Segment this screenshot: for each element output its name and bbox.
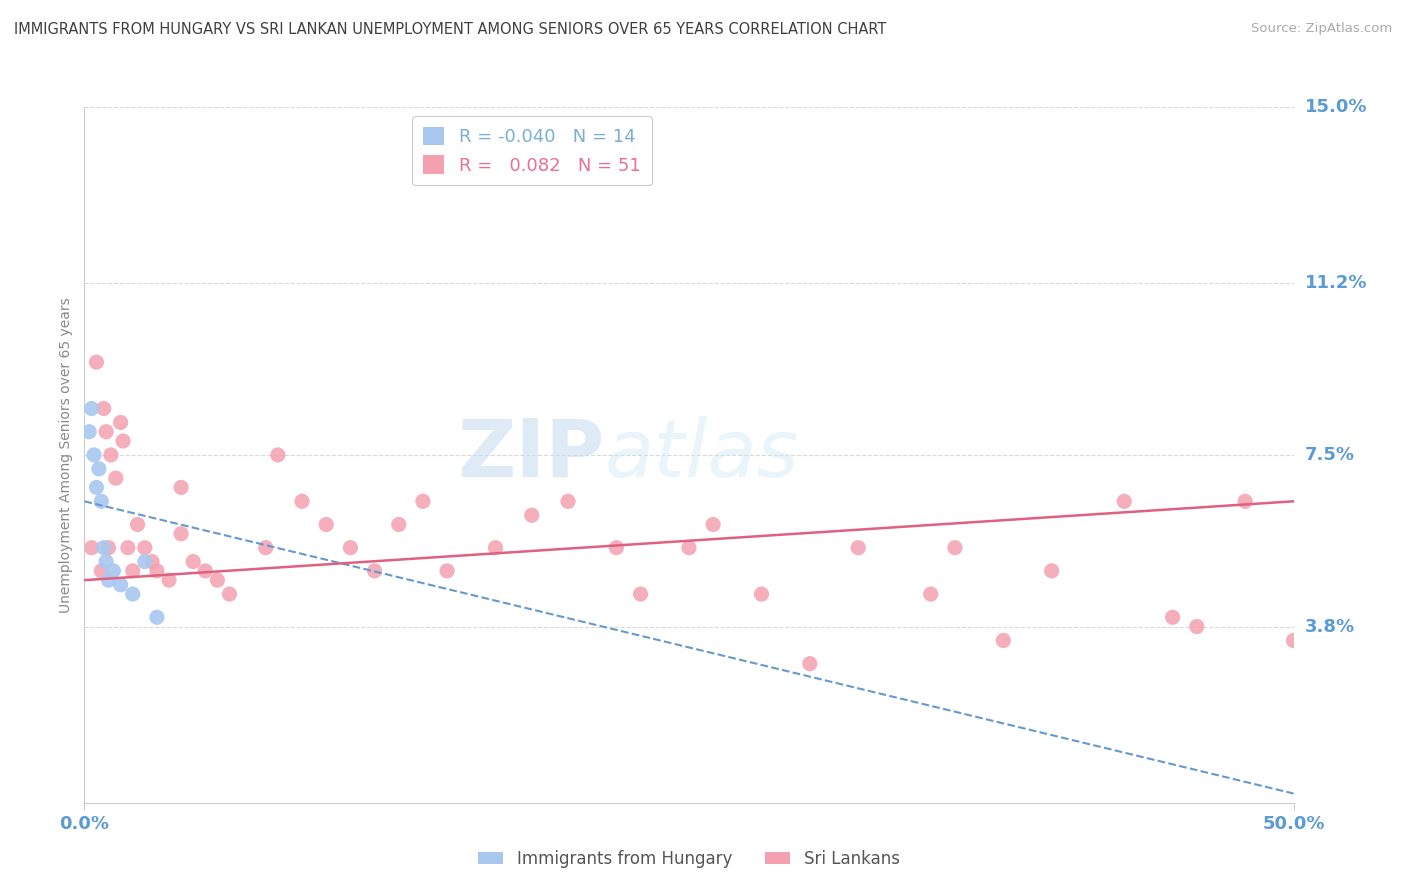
Point xyxy=(339,541,361,555)
Point xyxy=(412,494,434,508)
Point xyxy=(520,508,543,523)
Point xyxy=(702,517,724,532)
Text: 15.0%: 15.0% xyxy=(1305,98,1367,116)
Point xyxy=(363,564,385,578)
Point xyxy=(83,448,105,462)
Point xyxy=(315,517,337,532)
Text: ZIP: ZIP xyxy=(457,416,605,494)
Text: atlas: atlas xyxy=(605,416,799,494)
Point xyxy=(388,517,411,532)
Point xyxy=(267,448,290,462)
Text: 7.5%: 7.5% xyxy=(1305,446,1354,464)
Point xyxy=(80,401,103,416)
Point xyxy=(86,355,108,369)
Point xyxy=(1040,564,1063,578)
Point xyxy=(605,541,627,555)
Point xyxy=(93,401,115,416)
Point xyxy=(291,494,314,508)
Text: 3.8%: 3.8% xyxy=(1305,617,1355,635)
Point xyxy=(630,587,652,601)
Point xyxy=(157,573,180,587)
Point xyxy=(484,541,506,555)
Point xyxy=(170,480,193,494)
Point xyxy=(97,541,120,555)
Point xyxy=(920,587,942,601)
Point xyxy=(181,555,204,569)
Point xyxy=(77,425,100,439)
Point xyxy=(436,564,458,578)
Point xyxy=(1185,619,1208,633)
Point xyxy=(1282,633,1305,648)
Point xyxy=(86,480,108,494)
Point xyxy=(100,448,122,462)
Text: 11.2%: 11.2% xyxy=(1305,275,1367,293)
Point xyxy=(90,564,112,578)
Point xyxy=(218,587,240,601)
Point xyxy=(127,517,149,532)
Point xyxy=(194,564,217,578)
Point xyxy=(1234,494,1257,508)
Point xyxy=(254,541,277,555)
Point xyxy=(117,541,139,555)
Point xyxy=(799,657,821,671)
Point xyxy=(134,541,156,555)
Point xyxy=(146,610,169,624)
Point xyxy=(170,526,193,541)
Point xyxy=(943,541,966,555)
Point xyxy=(110,578,132,592)
Point xyxy=(1161,610,1184,624)
Point xyxy=(557,494,579,508)
Text: IMMIGRANTS FROM HUNGARY VS SRI LANKAN UNEMPLOYMENT AMONG SENIORS OVER 65 YEARS C: IMMIGRANTS FROM HUNGARY VS SRI LANKAN UN… xyxy=(14,22,886,37)
Point xyxy=(1114,494,1136,508)
Point xyxy=(80,541,103,555)
Point xyxy=(104,471,127,485)
Point xyxy=(94,425,117,439)
Point xyxy=(121,587,143,601)
Point xyxy=(110,416,132,430)
Point xyxy=(846,541,869,555)
Text: Source: ZipAtlas.com: Source: ZipAtlas.com xyxy=(1251,22,1392,36)
Point xyxy=(90,494,112,508)
Point xyxy=(141,555,163,569)
Point xyxy=(751,587,773,601)
Point xyxy=(94,555,117,569)
Point xyxy=(97,573,120,587)
Point xyxy=(87,462,110,476)
Point xyxy=(146,564,169,578)
Y-axis label: Unemployment Among Seniors over 65 years: Unemployment Among Seniors over 65 years xyxy=(59,297,73,613)
Point xyxy=(112,434,135,448)
Point xyxy=(93,541,115,555)
Legend: Immigrants from Hungary, Sri Lankans: Immigrants from Hungary, Sri Lankans xyxy=(471,843,907,874)
Point xyxy=(678,541,700,555)
Point xyxy=(993,633,1015,648)
Point xyxy=(103,564,125,578)
Point xyxy=(207,573,229,587)
Point xyxy=(134,555,156,569)
Point xyxy=(121,564,143,578)
